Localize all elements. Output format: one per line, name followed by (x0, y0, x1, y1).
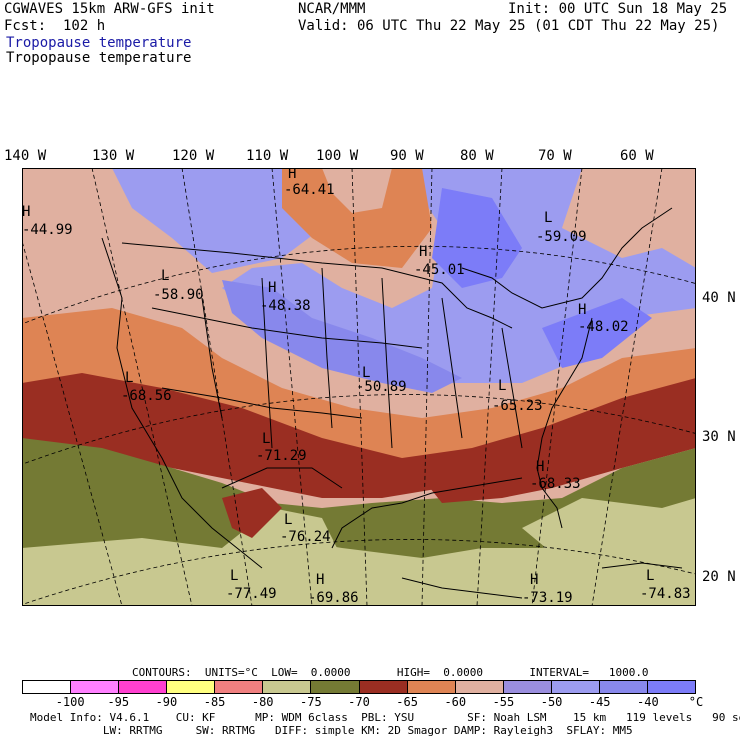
feature-kind: H (578, 302, 586, 318)
feature-kind: H (316, 572, 324, 588)
colorbar-swatch (167, 681, 216, 693)
model-info-line: Model Info: V4.6.1 CU: KF MP: WDM 6class… (30, 711, 740, 724)
colorbar-tick-label: °C (688, 695, 704, 709)
lon-label: 70 W (538, 148, 572, 164)
feature-kind: L (284, 512, 292, 528)
feature-kind: L (646, 568, 654, 584)
init-time: Init: 00 UTC Sun 18 May 25 (508, 1, 728, 17)
feature-value: -74.83 (640, 586, 691, 602)
feature-value: -77.49 (226, 586, 277, 602)
feature-value: -45.01 (414, 262, 465, 278)
organization-label: NCAR/MMM (298, 1, 366, 17)
colorbar-tick-label: -80 (251, 695, 274, 709)
valid-time: Valid: 06 UTC Thu 22 May 25 (01 CDT Thu … (298, 18, 720, 34)
lon-label: 130 W (92, 148, 135, 164)
colorbar-swatch (407, 681, 456, 693)
feature-value: -44.99 (22, 222, 73, 238)
pressure-labels: H -44.99 H -64.41 L -59.09 H -45.01 L -5… (22, 168, 691, 606)
feature-value: -68.33 (530, 476, 581, 492)
tropopause-temperature-map: H -44.99 H -64.41 L -59.09 H -45.01 L -5… (22, 168, 696, 606)
model-physics-line: LW: RRTMG SW: RRTMG DIFF: simple KM: 2D … (30, 724, 633, 737)
coastlines-and-borders (101, 207, 683, 599)
colorbar-swatch (215, 681, 264, 693)
feature-kind: L (262, 431, 270, 447)
colorbar-tick-label: -50 (540, 695, 563, 709)
colorbar-swatch (311, 681, 360, 693)
colorbar-swatch (71, 681, 120, 693)
colorbar-swatch (599, 681, 649, 693)
feature-value: -71.29 (256, 448, 307, 464)
lat-label: 30 N (702, 429, 736, 445)
colorbar-swatch (359, 681, 408, 693)
forecast-hour: Fcst: 102 h (4, 18, 106, 34)
feature-value: -65.23 (492, 398, 543, 414)
colorbar-swatch (648, 681, 696, 693)
model-title: CGWAVES 15km ARW-GFS init (4, 1, 215, 17)
feature-kind: L (544, 210, 552, 226)
colorbar-tick-label: -60 (444, 695, 467, 709)
feature-kind: L (161, 268, 169, 284)
lon-label: 110 W (246, 148, 289, 164)
shaded-field (22, 168, 696, 606)
lat-label: 40 N (702, 290, 736, 306)
feature-kind: L (230, 568, 238, 584)
colorbar-tick-label: -40 (637, 695, 659, 709)
colorbar-tick-label: -100 (55, 695, 85, 709)
feature-value: -48.02 (578, 319, 629, 335)
feature-value: -73.19 (522, 590, 573, 606)
feature-value: -50.89 (356, 379, 407, 395)
feature-value: -64.41 (284, 182, 335, 198)
feature-kind: L (498, 378, 506, 394)
feature-value: -59.09 (536, 229, 587, 245)
colorbar-swatch (503, 681, 552, 693)
feature-kind: H (22, 204, 30, 220)
feature-value: -48.38 (260, 298, 311, 314)
colorbar-tick-label: -65 (396, 695, 418, 709)
colorbar-tick-label: -75 (300, 695, 322, 709)
temperature-colorbar (22, 680, 696, 694)
feature-kind: H (536, 459, 544, 475)
colorbar-swatch (23, 681, 72, 693)
colorbar-tick-label: -70 (348, 695, 370, 709)
graticule (22, 168, 696, 606)
feature-kind: H (288, 168, 296, 182)
colorbar-tick-label: -45 (588, 695, 611, 709)
lon-label: 100 W (316, 148, 359, 164)
map-frame (22, 168, 696, 606)
colorbar-tick-label: -95 (107, 695, 130, 709)
colorbar-tick-label: -85 (203, 695, 226, 709)
colorbar-tick-label: -90 (155, 695, 178, 709)
lon-label: 140 W (4, 148, 47, 164)
feature-kind: H (268, 280, 276, 296)
feature-kind: L (362, 365, 370, 381)
lat-label: 20 N (702, 569, 736, 585)
lon-label: 80 W (460, 148, 494, 164)
contours-info: CONTOURS: UNITS=°C LOW= 0.0000 HIGH= 0.0… (132, 666, 649, 679)
feature-value: -76.24 (280, 529, 331, 545)
colorbar-swatch (263, 681, 312, 693)
colorbar-swatch (119, 681, 168, 693)
feature-kind: H (530, 572, 538, 588)
feature-value: -68.56 (121, 388, 172, 404)
feature-value: -69.86 (308, 590, 359, 606)
feature-kind: H (419, 244, 427, 260)
feature-kind: L (125, 370, 133, 386)
colorbar-swatch (455, 681, 504, 693)
lon-label: 90 W (390, 148, 424, 164)
lon-label: 120 W (172, 148, 215, 164)
colorbar-swatch (551, 681, 600, 693)
lon-label: 60 W (620, 148, 654, 164)
feature-value: -58.90 (153, 287, 204, 303)
colorbar-tick-label: -55 (492, 695, 515, 709)
field-title-primary: Tropopause temperature (6, 35, 192, 51)
field-title-secondary: Tropopause temperature (6, 50, 192, 66)
